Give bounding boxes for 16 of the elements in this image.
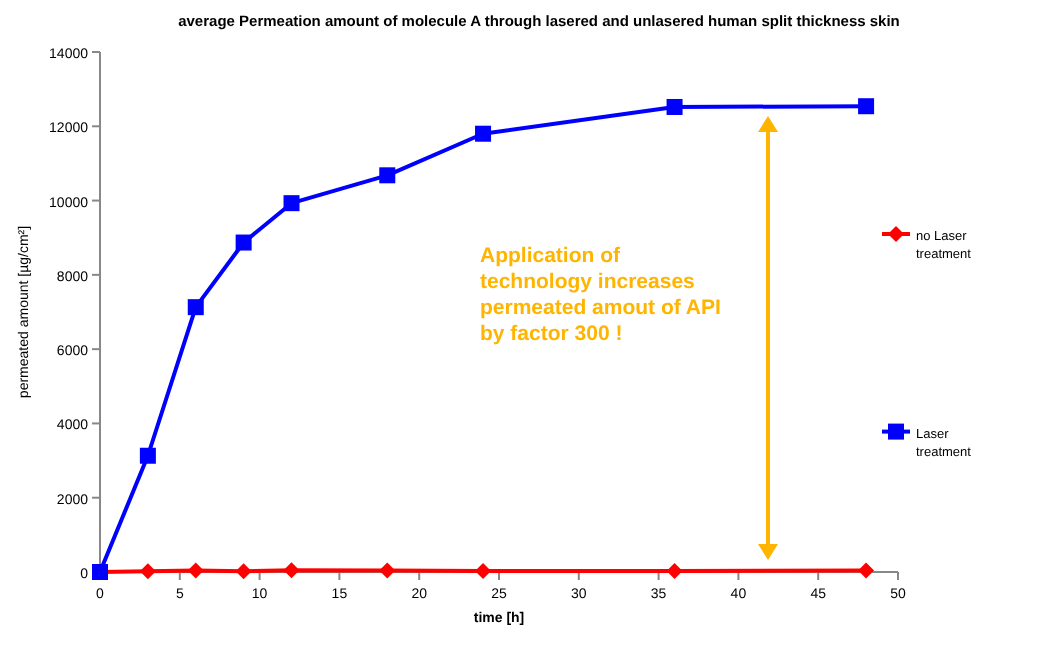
point [666, 562, 683, 579]
point [858, 98, 875, 115]
point [139, 563, 156, 580]
point [187, 562, 204, 579]
point [858, 562, 875, 579]
point [475, 125, 492, 142]
point [379, 562, 396, 579]
point [235, 563, 252, 580]
point [187, 299, 204, 316]
point [235, 234, 252, 251]
point [283, 562, 300, 579]
point [666, 98, 683, 115]
point [139, 447, 156, 464]
point [283, 195, 300, 212]
annotation: Application of technology increases permeated amout of API by factor 300 ! [480, 244, 721, 346]
point [379, 167, 396, 184]
